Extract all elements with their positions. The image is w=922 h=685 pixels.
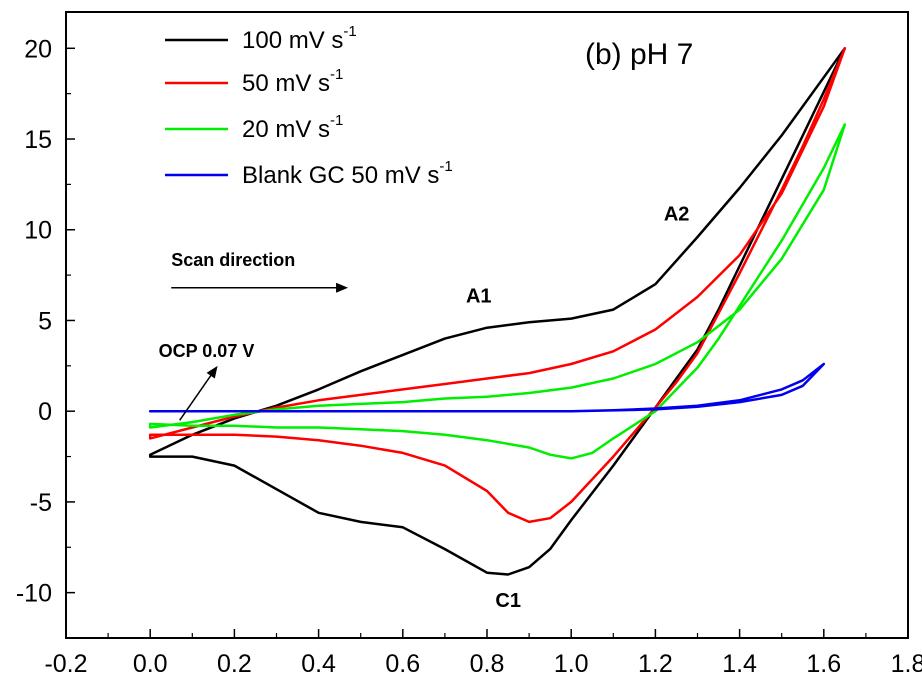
annotation-a1: A1 [466, 285, 492, 307]
series-20-mv [148, 123, 847, 460]
y-axis-tick-labels: -10 -5 0 5 10 15 20 [16, 35, 52, 607]
plot-frame [65, 11, 909, 639]
annotation-a2: A2 [664, 204, 690, 226]
y-tick-label: -5 [30, 489, 52, 517]
y-tick-label: 10 [24, 217, 52, 245]
x-tick-label: 0.2 [217, 650, 252, 678]
annotation-scan-direction: Scan direction [171, 250, 295, 270]
chart-title: (b) pH 7 [585, 38, 693, 71]
x-tick-label: 0.6 [385, 650, 420, 678]
series-100-mv [148, 47, 847, 576]
x-tick-label: 0.8 [470, 650, 505, 678]
x-axis-tick-labels: -0.2 0.0 0.2 0.4 0.6 0.8 1.0 1.2 1.4 1.6 1.8 [44, 650, 922, 678]
y-tick-label: 5 [38, 307, 52, 335]
legend-label-blank: Blank GC 50 mV s-1 [242, 158, 453, 189]
x-tick-label: 1.4 [722, 650, 757, 678]
annotation-ocp: OCP 0.07 V [159, 341, 255, 361]
x-tick-label: -0.2 [44, 650, 87, 678]
x-tick-label: 1.2 [638, 650, 673, 678]
y-tick-label: 20 [24, 35, 52, 63]
series-50-mv [148, 47, 847, 524]
legend: 100 mV s-1 50 mV s-1 20 mV s-1 Blank GC … [165, 23, 453, 189]
legend-label-100: 100 mV s-1 [242, 23, 357, 54]
series-layer [148, 47, 847, 576]
x-tick-label: 0.0 [133, 650, 168, 678]
ocp-arrow [179, 371, 214, 421]
legend-label-50: 50 mV s-1 [242, 66, 343, 97]
series-blank-gc [148, 362, 826, 413]
x-tick-label: 1.0 [554, 650, 589, 678]
y-tick-label: 0 [38, 398, 52, 426]
x-tick-label: 1.6 [806, 650, 841, 678]
x-tick-label: 1.8 [891, 650, 922, 678]
x-tick-label: 0.4 [301, 650, 336, 678]
y-tick-label: -10 [16, 580, 52, 608]
y-tick-label: 15 [24, 126, 52, 154]
ocp-arrowhead [206, 365, 218, 379]
scan-direction-arrowhead [336, 282, 349, 293]
legend-label-20: 20 mV s-1 [242, 112, 343, 143]
annotation-c1: C1 [495, 590, 521, 612]
